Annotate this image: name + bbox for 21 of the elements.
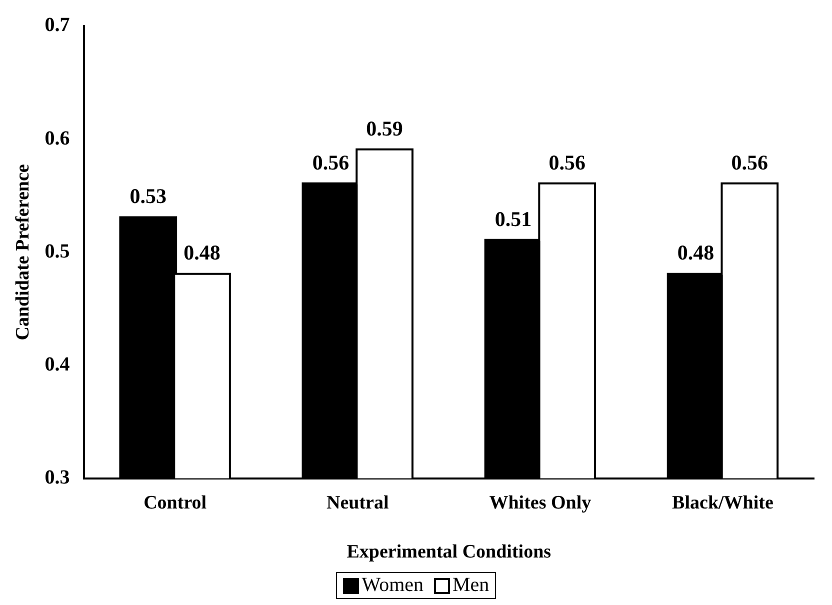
x-axis-title: Experimental Conditions [346, 542, 552, 563]
y-tick-label: 0.3 [44, 466, 70, 489]
y-axis-title: Candidate Preference [12, 164, 34, 340]
data-label: 0.53 [130, 184, 167, 208]
y-tick-label: 0.4 [44, 353, 70, 376]
data-label: 0.59 [366, 116, 403, 140]
legend-label: Women [362, 574, 424, 597]
x-tick-label: Control [144, 492, 207, 514]
data-label: 0.48 [677, 240, 714, 265]
data-label: 0.56 [312, 150, 350, 174]
data-label: 0.48 [184, 240, 220, 265]
x-tick-label: Black/White [672, 492, 774, 514]
legend-label: Men [452, 574, 490, 597]
y-tick-label: 0.5 [44, 240, 70, 262]
y-tick-label: 0.6 [44, 127, 70, 150]
y-tick-label: 0.7 [44, 14, 70, 36]
data-label: 0.51 [494, 206, 532, 231]
data-label: 0.56 [548, 150, 586, 174]
x-tick-label: Whites Only [489, 492, 592, 514]
x-tick-label: Neutral [326, 492, 389, 514]
data-label: 0.56 [731, 150, 768, 174]
